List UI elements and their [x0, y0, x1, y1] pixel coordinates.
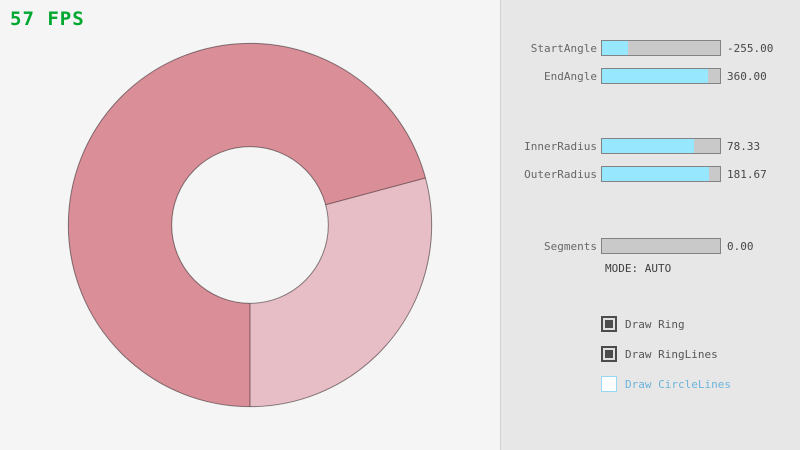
start-angle-label: StartAngle — [530, 41, 597, 55]
checkbox-draw-circlelines[interactable]: Draw CircleLines — [601, 376, 731, 392]
ring-visualization — [67, 42, 433, 408]
fps-counter: 57 FPS — [10, 8, 85, 30]
segments-label: Segments — [544, 239, 597, 253]
end-angle-label: EndAngle — [544, 69, 597, 83]
inner-radius-slider-fill — [602, 139, 695, 153]
segments-value: 0.00 — [727, 239, 754, 253]
end-angle-slider-fill — [602, 69, 709, 83]
controls-panel: StartAngle -255.00 EndAngle 360.00 Inner… — [500, 0, 800, 450]
inner-radius-slider[interactable] — [601, 138, 721, 154]
end-angle-slider[interactable] — [601, 68, 721, 84]
slider-row-start-angle: StartAngle -255.00 — [501, 40, 800, 56]
checkbox-draw-ring[interactable]: Draw Ring — [601, 316, 685, 332]
slider-row-segments: Segments 0.00 — [501, 238, 800, 254]
segments-slider[interactable] — [601, 238, 721, 254]
slider-row-end-angle: EndAngle 360.00 — [501, 68, 800, 84]
slider-row-outer-radius: OuterRadius 181.67 — [501, 166, 800, 182]
end-angle-value: 360.00 — [727, 69, 767, 83]
segments-mode-text: MODE: AUTO — [605, 262, 672, 275]
checkbox-draw-ringlines[interactable]: Draw RingLines — [601, 346, 718, 362]
outer-radius-label: OuterRadius — [524, 167, 597, 181]
start-angle-value: -255.00 — [727, 41, 774, 55]
outer-radius-slider[interactable] — [601, 166, 721, 182]
checkbox-draw-circlelines-box[interactable] — [601, 376, 617, 392]
start-angle-slider-fill — [602, 41, 628, 55]
checkbox-draw-ringlines-label: Draw RingLines — [625, 347, 718, 361]
checkbox-draw-circlelines-label: Draw CircleLines — [625, 377, 731, 391]
checkbox-draw-ring-label: Draw Ring — [625, 317, 685, 331]
checkbox-draw-ringlines-box[interactable] — [601, 346, 617, 362]
outer-radius-slider-fill — [602, 167, 710, 181]
checkbox-draw-ring-box[interactable] — [601, 316, 617, 332]
start-angle-slider[interactable] — [601, 40, 721, 56]
outer-radius-value: 181.67 — [727, 167, 767, 181]
render-area: 57 FPS — [10, 8, 433, 408]
slider-row-inner-radius: InnerRadius 78.33 — [501, 138, 800, 154]
inner-radius-value: 78.33 — [727, 139, 761, 153]
inner-radius-label: InnerRadius — [524, 139, 597, 153]
